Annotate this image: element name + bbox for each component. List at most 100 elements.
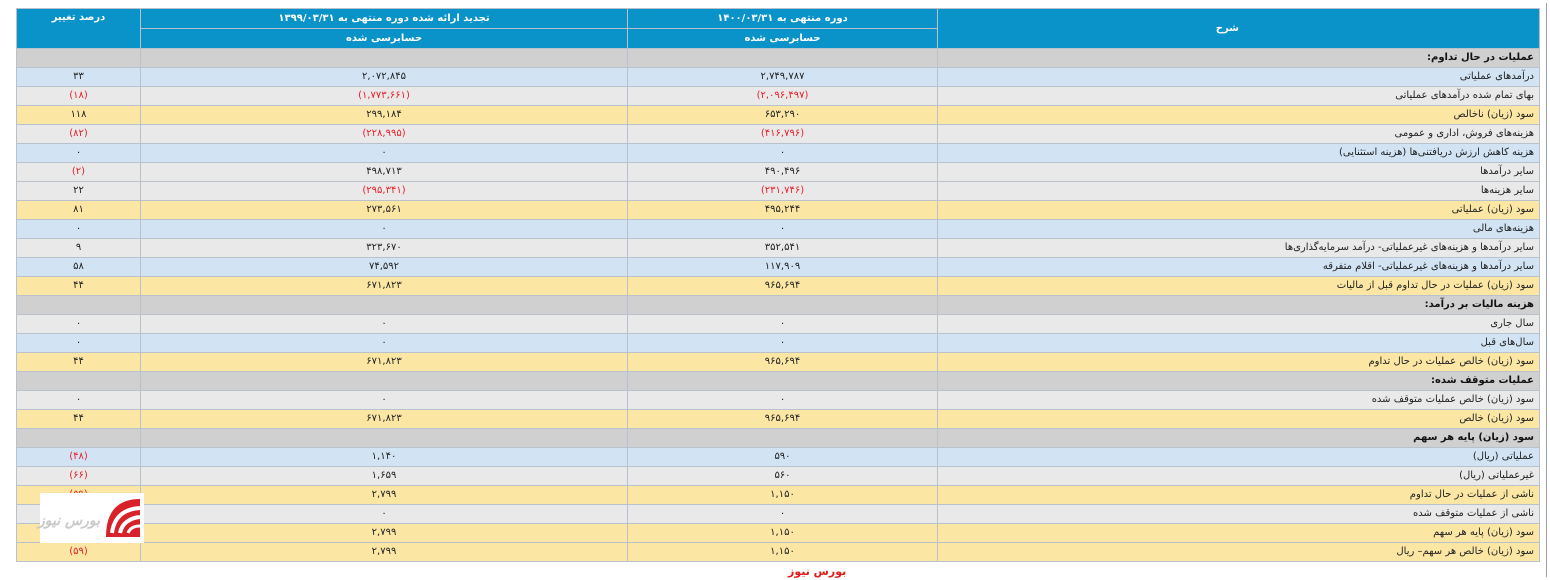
table-body: عملیات در حال تداوم: درآمدهای عملیاتی ۲,۷۴… [16, 48, 1540, 562]
change-percent-cell: (۵۹) [16, 542, 141, 562]
change-percent-cell: ۹ [16, 238, 141, 258]
row-description: سود (زیان) خالص هر سهم– ریال [937, 542, 1540, 562]
row-description: سایر درآمدها و هزینه‌های غیرعملیاتی- درآ… [937, 238, 1540, 258]
previous-value-cell: ۲,۷۹۹ [140, 542, 628, 562]
table-row: سود (زیان) عملیاتی ۴۹۵,۲۴۴ ۲۷۳,۵۶۱ ۸۱ [16, 200, 1540, 220]
row-description: عملیات متوقف شده: [937, 371, 1540, 391]
current-value-cell: ۰ [627, 314, 938, 334]
current-value-cell: ۱,۱۵۰ [627, 485, 938, 505]
table-row: سود (زیان) خالص عملیات در حال تداوم ۹۶۵,۶… [16, 352, 1540, 372]
row-description: سود (زیان) خالص عملیات در حال تداوم [937, 352, 1540, 372]
previous-value-cell: ۱,۱۴۰ [140, 447, 628, 467]
previous-value-cell: ۶۷۱,۸۲۳ [140, 352, 628, 372]
previous-value-cell: ۲,۷۹۹ [140, 485, 628, 505]
table-row: هزینه کاهش ارزش دریافتنی‌ها (هزینه استثن… [16, 143, 1540, 163]
current-value-cell [627, 295, 938, 315]
row-description: سایر درآمدها [937, 162, 1540, 182]
row-description: هزینه کاهش ارزش دریافتنی‌ها (هزینه استثن… [937, 143, 1540, 163]
watermark: بورس نیوز [788, 565, 847, 578]
logo-text: بورس نیوز [38, 513, 100, 529]
change-percent-cell: (۱۸) [16, 86, 141, 106]
previous-value-cell: ۰ [140, 333, 628, 353]
table-row: درآمدهای عملیاتی ۲,۷۴۹,۷۸۷ ۲,۰۷۲,۸۴۵ ۳۳ [16, 67, 1540, 87]
current-value-cell: ۹۶۵,۶۹۴ [627, 352, 938, 372]
current-value-cell: ۳۵۲,۵۴۱ [627, 238, 938, 258]
page-edge [1542, 0, 1550, 580]
previous-value-cell: ۰ [140, 504, 628, 524]
current-value-cell: ۱,۱۵۰ [627, 542, 938, 562]
table-row: عملیاتی (ریال) ۵۹۰ ۱,۱۴۰ (۴۸) [16, 447, 1540, 467]
change-percent-cell: ۰ [16, 219, 141, 239]
previous-value-cell: ۶۷۱,۸۲۳ [140, 409, 628, 429]
previous-value-cell [140, 428, 628, 448]
row-description: سال جاری [937, 314, 1540, 334]
bourse-news-logo-icon [40, 493, 144, 543]
current-period-header: دوره منتهی به ۱۴۰۰/۰۳/۳۱ [627, 8, 938, 29]
change-percent-cell: (۸۲) [16, 124, 141, 144]
table-row: سال‌های قبل ۰ ۰ ۰ [16, 333, 1540, 353]
table-row: سود (زیان) خالص ۹۶۵,۶۹۴ ۶۷۱,۸۲۳ ۴۴ [16, 409, 1540, 429]
row-description: سود (زیان) عملیات در حال تداوم قبل از ما… [937, 276, 1540, 296]
change-percent-cell [16, 48, 141, 68]
row-description: هزینه‌های مالی [937, 219, 1540, 239]
change-percent-header: درصد تغییر [16, 8, 141, 49]
previous-value-cell: (۲۲۸,۹۹۵) [140, 124, 628, 144]
table-row: سایر هزینه‌ها (۲۳۱,۷۴۶) (۲۹۵,۳۴۱) ۲۲ [16, 181, 1540, 201]
change-percent-cell: ۰ [16, 333, 141, 353]
change-percent-cell: ۸۱ [16, 200, 141, 220]
table-row: سود (زیان) خالص هر سهم– ریال ۱,۱۵۰ ۲,۷۹۹ (۵… [16, 542, 1540, 562]
current-value-cell [627, 428, 938, 448]
table-row: سود (زیان) خالص عملیات متوقف شده ۰ ۰ ۰ [16, 390, 1540, 410]
current-value-cell: ۱,۱۵۰ [627, 523, 938, 543]
previous-value-cell: (۱,۷۷۳,۶۶۱) [140, 86, 628, 106]
previous-value-cell: ۲۷۳,۵۶۱ [140, 200, 628, 220]
previous-value-cell: ۰ [140, 143, 628, 163]
change-percent-cell [16, 371, 141, 391]
table-row: هزینه‌های فروش، اداری و عمومی (۴۱۶,۷۹۶) (۲… [16, 124, 1540, 144]
current-value-cell [627, 371, 938, 391]
change-percent-cell: ۰ [16, 143, 141, 163]
row-description: ناشی از عملیات متوقف شده [937, 504, 1540, 524]
previous-value-cell: ۰ [140, 314, 628, 334]
change-percent-cell: ۵۸ [16, 257, 141, 277]
table-row: سود (زیان) عملیات در حال تداوم قبل از ما… [16, 276, 1540, 296]
change-percent-cell: ۴۴ [16, 276, 141, 296]
row-description: سود (زیان) خالص عملیات متوقف شده [937, 390, 1540, 410]
change-percent-cell: (۶۶) [16, 466, 141, 486]
table-row: غیرعملیاتی (ریال) ۵۶۰ ۱,۶۵۹ (۶۶) [16, 466, 1540, 486]
current-value-cell: (۲۳۱,۷۴۶) [627, 181, 938, 201]
change-percent-cell: ۱۱۸ [16, 105, 141, 125]
previous-value-cell: ۴۹۸,۷۱۳ [140, 162, 628, 182]
table-row: بهای تمام شده درآمدهای عملیاتی (۲,۰۹۶,۴۹۷… [16, 86, 1540, 106]
current-value-cell: ۰ [627, 143, 938, 163]
change-percent-cell: (۴۸) [16, 447, 141, 467]
row-description: عملیاتی (ریال) [937, 447, 1540, 467]
previous-value-cell: ۶۷۱,۸۲۳ [140, 276, 628, 296]
current-value-cell: ۵۶۰ [627, 466, 938, 486]
table-row: ناشی از عملیات در حال تداوم۱,۱۵۰۲,۷۹۹(۵۹… [16, 485, 1540, 505]
section-row: عملیات متوقف شده: [16, 371, 1540, 391]
financial-statement-table: شرح دوره منتهی به ۱۴۰۰/۰۳/۳۱ تجدید ارائه… [16, 8, 1540, 562]
row-description: سایر هزینه‌ها [937, 181, 1540, 201]
previous-value-cell: ۲,۰۷۲,۸۴۵ [140, 67, 628, 87]
row-description: سایر درآمدها و هزینه‌های غیرعملیاتی- اقل… [937, 257, 1540, 277]
change-percent-cell: ۲۲ [16, 181, 141, 201]
scroll-track[interactable] [1546, 3, 1547, 577]
table-row: سایر درآمدها ۴۹۰,۴۹۶ ۴۹۸,۷۱۳ (۲) [16, 162, 1540, 182]
previous-audit-header: حسابرسی شده [140, 28, 628, 49]
row-description: سود (زیان) پایه هر سهم [937, 428, 1540, 448]
change-percent-cell: (۲) [16, 162, 141, 182]
row-description: بهای تمام شده درآمدهای عملیاتی [937, 86, 1540, 106]
current-value-cell: ۶۵۳,۲۹۰ [627, 105, 938, 125]
previous-value-cell [140, 371, 628, 391]
current-value-cell: ۰ [627, 219, 938, 239]
current-value-cell: ۵۹۰ [627, 447, 938, 467]
current-value-cell: ۰ [627, 504, 938, 524]
previous-value-cell: ۲,۷۹۹ [140, 523, 628, 543]
description-header: شرح [937, 8, 1540, 49]
current-value-cell: ۰ [627, 390, 938, 410]
current-value-cell: ۹۶۵,۶۹۴ [627, 409, 938, 429]
row-description: ناشی از عملیات در حال تداوم [937, 485, 1540, 505]
row-description: سال‌های قبل [937, 333, 1540, 353]
